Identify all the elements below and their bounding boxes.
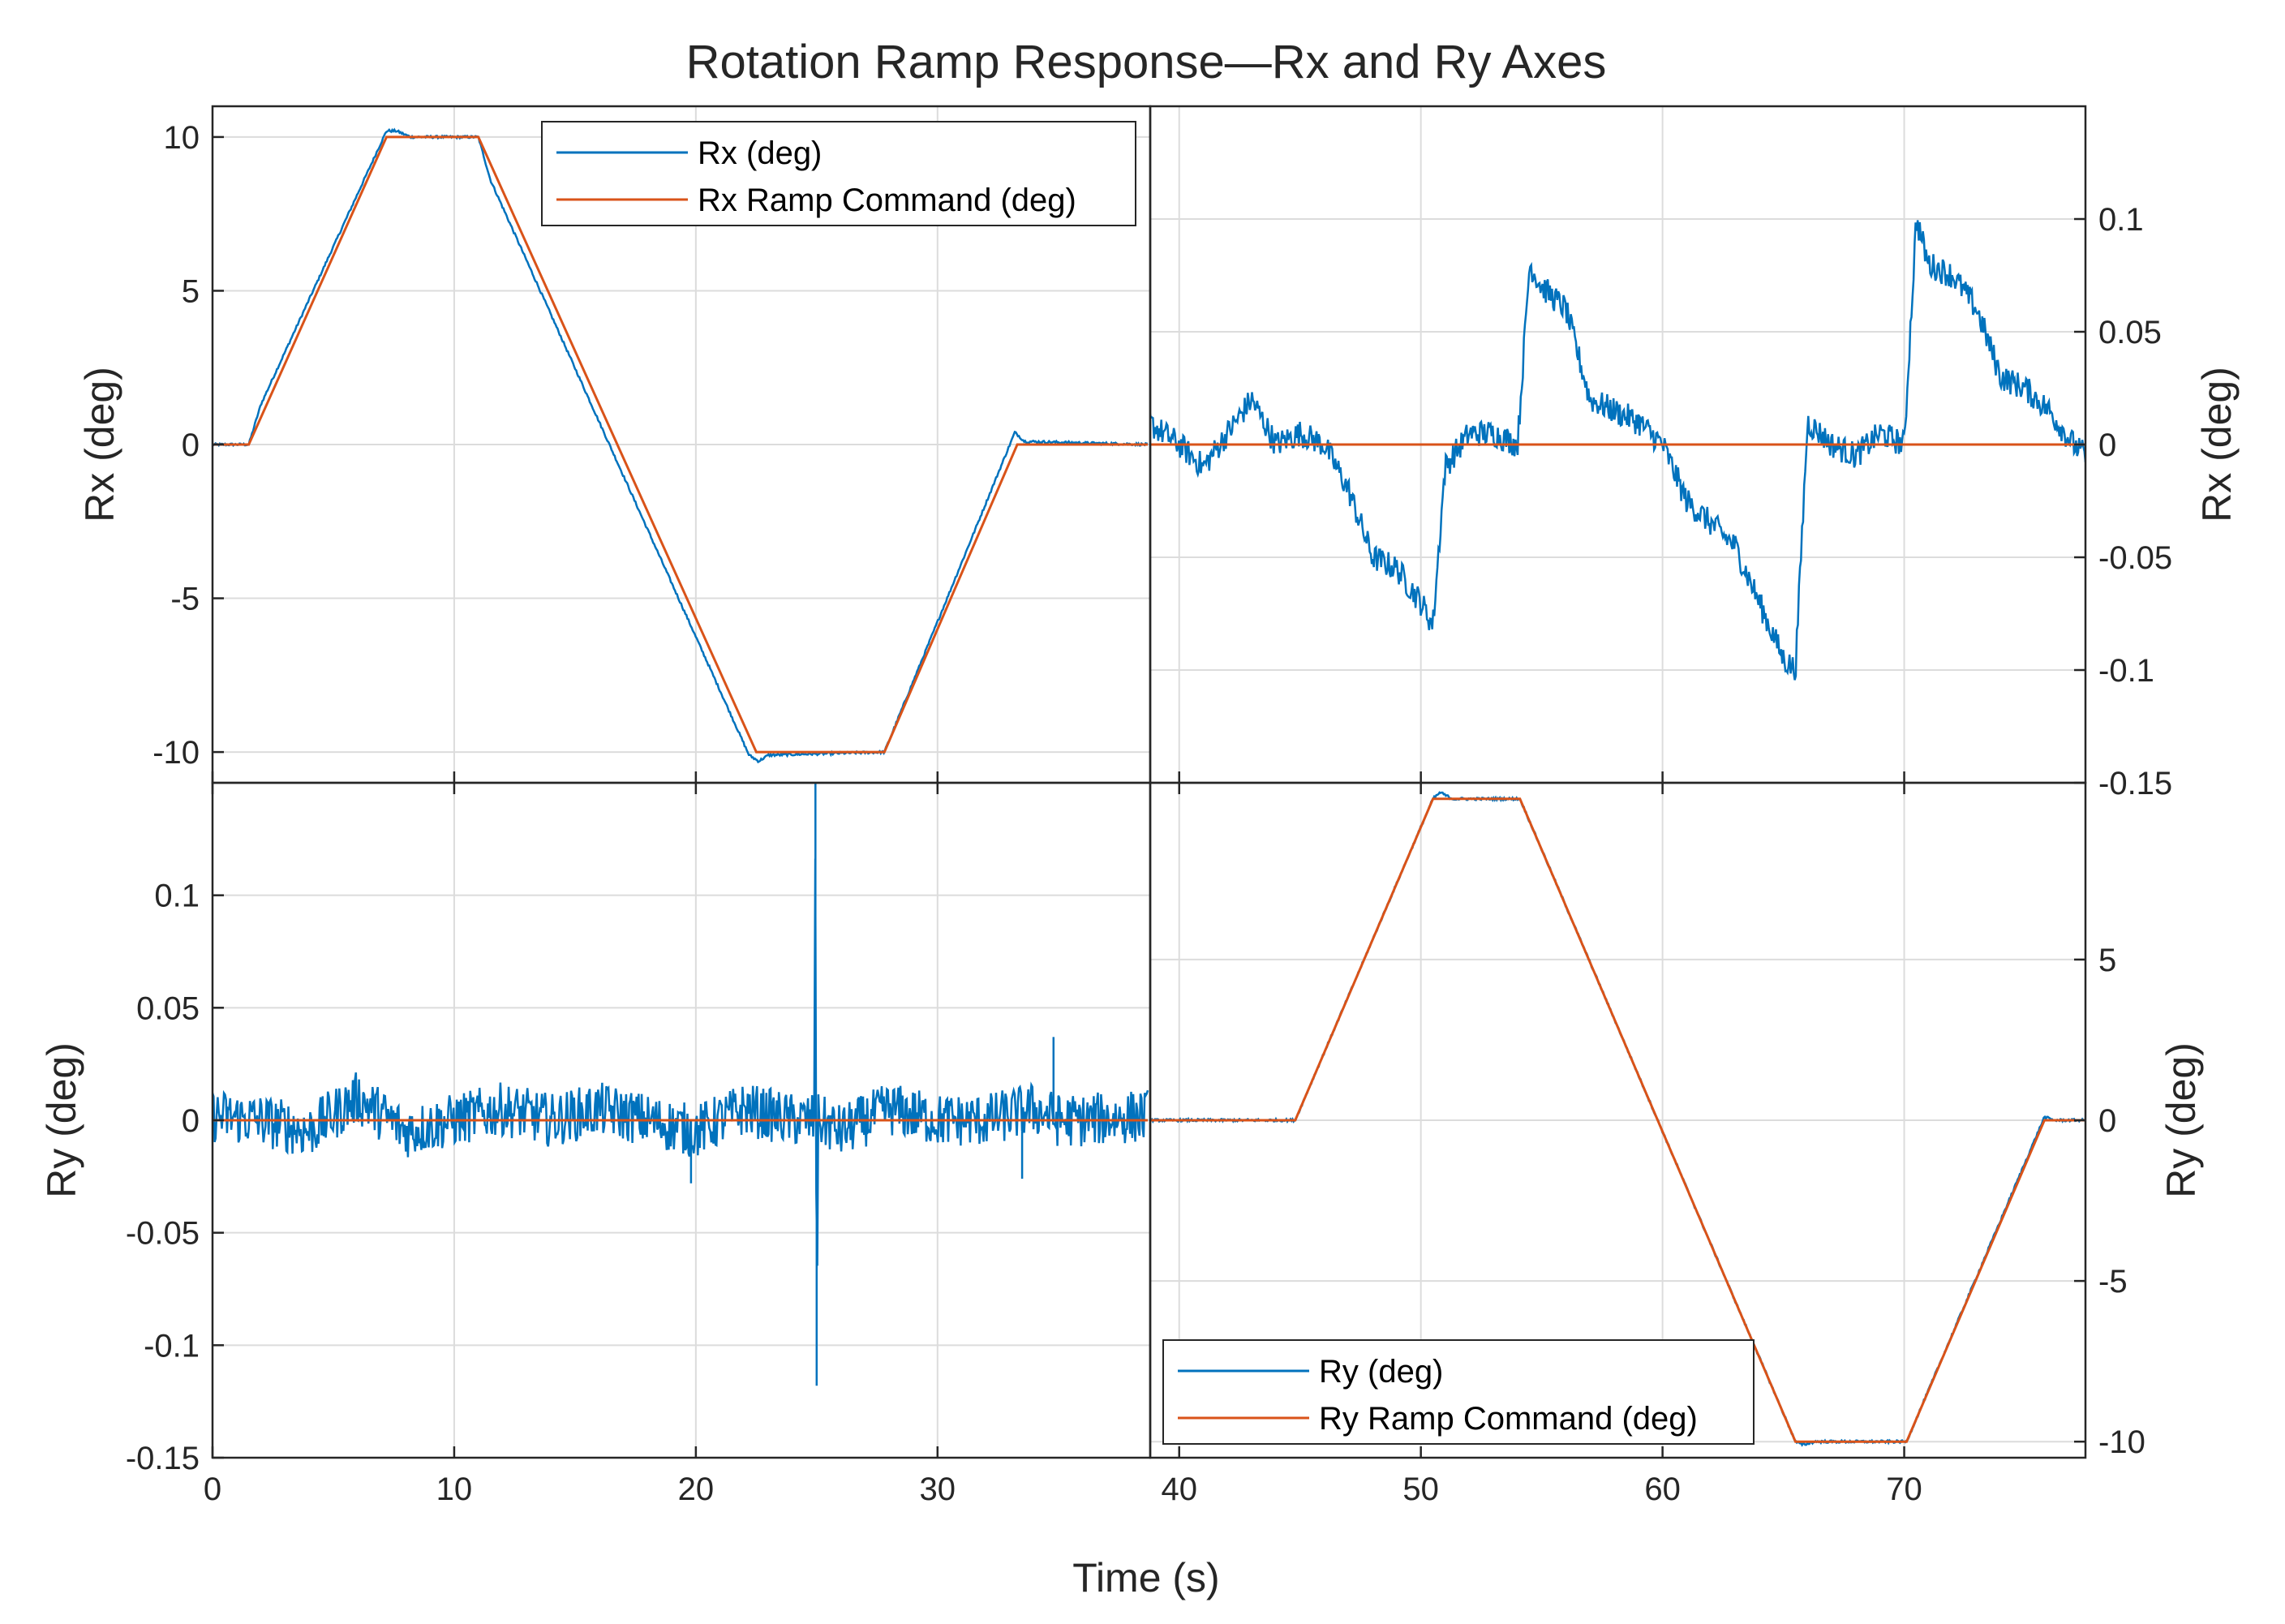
legend-box-rx-large xyxy=(541,121,1136,226)
y-tick-label-rx-large: 10 xyxy=(164,120,200,156)
measured-line-rx-large xyxy=(213,127,1149,764)
y-tick-label-ry-small: 0 xyxy=(182,1103,200,1139)
x-axis-label: Time (s) xyxy=(1072,1555,1219,1600)
y-tick-label-ry-large: 0 xyxy=(2098,1103,2116,1139)
legend-label-ry-large: Ry Ramp Command (deg) xyxy=(1319,1401,1698,1437)
y-tick-label-ry-large: -10 xyxy=(2098,1424,2145,1460)
y-tick-label-rx-small: 0.1 xyxy=(2098,202,2144,238)
y-axis-label-rx-large: Rx (deg) xyxy=(77,367,122,522)
tick-labels: -10-50510-0.15-0.1-0.0500.050.1-0.15-0.1… xyxy=(126,120,2172,1507)
series-group-rx-small xyxy=(1150,220,2085,681)
series-group-rx-large xyxy=(213,127,1149,764)
command-line-ry-large xyxy=(1150,797,2085,1443)
x-tick-label: 60 xyxy=(1644,1471,1681,1507)
y-tick-label-rx-large: 0 xyxy=(182,427,200,463)
legend-label-rx-large: Rx Ramp Command (deg) xyxy=(698,183,1076,218)
series-group-ry-small xyxy=(213,783,1149,1386)
x-tick-label: 30 xyxy=(920,1471,956,1507)
y-tick-label-ry-small: -0.15 xyxy=(126,1441,200,1476)
measured-line-ry-small xyxy=(213,783,1149,1386)
legend-label-ry-large: Ry (deg) xyxy=(1319,1354,1443,1390)
y-axis-label-ry-small: Ry (deg) xyxy=(39,1042,84,1198)
y-axis-labels: Rx (deg) Rx (deg) Ry (deg) Ry (deg) xyxy=(39,367,2240,1198)
measured-line-rx-small xyxy=(1150,220,2085,681)
legend-box-ry-large xyxy=(1162,1339,1755,1445)
y-axis-label-ry-large: Ry (deg) xyxy=(2158,1042,2204,1198)
x-tick-label: 50 xyxy=(1402,1471,1439,1507)
legends: Rx (deg) Rx Ramp Command (deg) Ry (deg) Ry … xyxy=(541,121,1755,1445)
chart-title: Rotation Ramp Response—Rx and Ry Axes xyxy=(686,36,1607,88)
y-tick-label-rx-large: -5 xyxy=(170,582,200,617)
series-layer xyxy=(213,127,2085,1447)
y-tick-label-ry-small: -0.1 xyxy=(144,1328,200,1364)
y-tick-label-ry-small: -0.05 xyxy=(126,1216,200,1252)
y-tick-label-rx-small: -0.1 xyxy=(2098,653,2154,689)
x-tick-label: 10 xyxy=(436,1471,473,1507)
y-tick-label-rx-small: -0.15 xyxy=(2098,766,2172,801)
y-tick-label-ry-large: -5 xyxy=(2098,1264,2128,1300)
y-tick-label-rx-small: 0.05 xyxy=(2098,315,2162,350)
y-tick-label-ry-small: 0.1 xyxy=(154,879,200,914)
legend-label-rx-large: Rx (deg) xyxy=(698,135,822,171)
y-tick-label-rx-large: 5 xyxy=(182,273,200,309)
y-tick-label-rx-small: -0.05 xyxy=(2098,540,2172,576)
axes-frames xyxy=(211,105,2087,1459)
command-line-rx-large xyxy=(213,135,1148,754)
x-tick-label: 20 xyxy=(678,1471,715,1507)
x-tick-label: 0 xyxy=(204,1471,221,1507)
x-tick-label: 70 xyxy=(1886,1471,1922,1507)
y-tick-label-ry-small: 0.05 xyxy=(136,990,200,1026)
y-tick-label-ry-large: 5 xyxy=(2098,943,2116,978)
y-axis-label-rx-small: Rx (deg) xyxy=(2194,367,2240,522)
y-tick-label-rx-large: -10 xyxy=(152,735,200,771)
x-tick-label: 40 xyxy=(1161,1471,1197,1507)
y-tick-label-rx-small: 0 xyxy=(2098,427,2116,463)
series-group-ry-large xyxy=(1150,791,2085,1447)
